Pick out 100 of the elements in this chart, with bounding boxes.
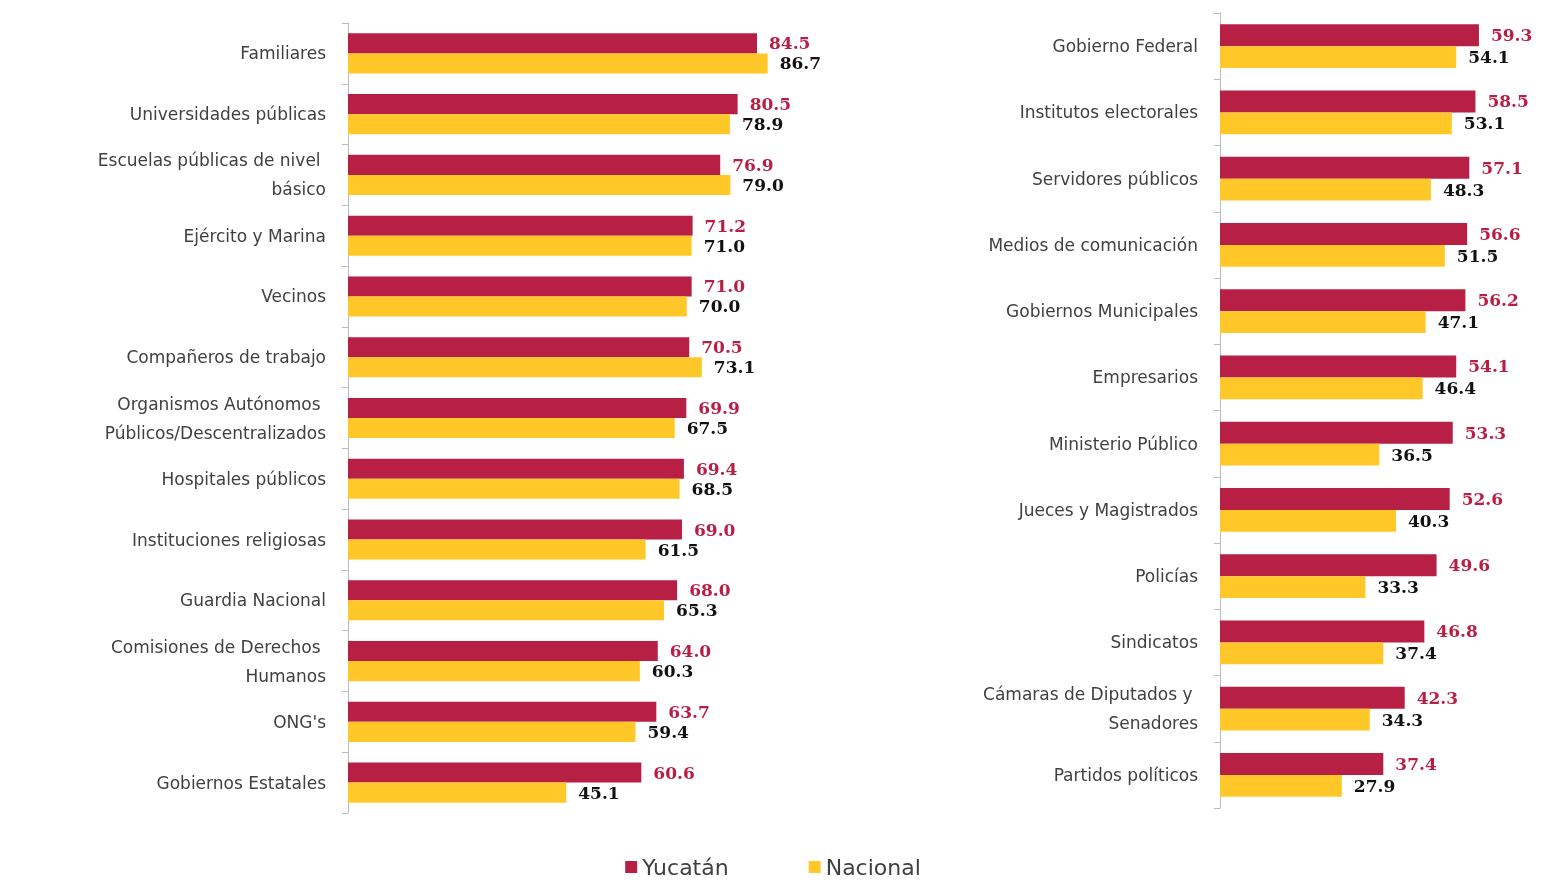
bar [1220, 178, 1431, 201]
bar [348, 519, 682, 540]
data-label: 56.6 [1479, 223, 1521, 244]
bar [348, 357, 702, 378]
y-tick-label: Gobiernos Estatales [156, 772, 327, 793]
data-label: 71.2 [704, 215, 747, 236]
y-tick-label: Institutos electorales [1019, 102, 1199, 123]
data-label: 48.3 [1442, 179, 1485, 200]
data-label: 69.0 [693, 519, 736, 540]
data-label: 42.3 [1416, 687, 1459, 708]
y-tick-label: Servidores públicos [1032, 168, 1199, 189]
data-label: 49.6 [1448, 555, 1490, 576]
bar [348, 276, 692, 297]
bar [348, 478, 680, 499]
y-tick-label: Ejército y Marina [183, 225, 326, 246]
y-tick-label: Sindicatos [1110, 632, 1199, 653]
data-label: 46.8 [1436, 621, 1478, 642]
data-label: 78.9 [741, 114, 784, 135]
data-label: 46.4 [1434, 378, 1477, 399]
y-tick-label: Hospitales públicos [161, 468, 327, 489]
data-label: 71.0 [703, 235, 746, 256]
data-label: 73.1 [713, 357, 756, 378]
data-label: 53.1 [1463, 113, 1506, 134]
bar [1220, 753, 1384, 775]
bar [348, 296, 687, 317]
bar [348, 397, 687, 418]
bar [348, 174, 731, 195]
bar [1220, 112, 1452, 135]
data-label: 86.7 [779, 53, 822, 74]
bar [348, 235, 692, 256]
bar [1220, 90, 1476, 113]
bar [1220, 708, 1370, 731]
data-label: 70.0 [698, 296, 741, 317]
bar [348, 53, 768, 74]
bar [1220, 686, 1405, 709]
bar [348, 33, 757, 54]
y-tick-label: Medios de comunicación [988, 234, 1198, 255]
data-label: 59.4 [647, 721, 690, 742]
bar [1220, 24, 1479, 47]
data-label: 61.5 [657, 539, 700, 560]
data-label: 64.0 [669, 641, 712, 662]
bar [348, 114, 730, 135]
bar [1220, 46, 1457, 68]
bar [348, 94, 738, 115]
data-label: 45.1 [578, 782, 620, 803]
y-tick-label: Ministerio Público [1048, 433, 1198, 454]
y-tick-label: Gobiernos Municipales [1006, 301, 1199, 322]
bar [1220, 244, 1445, 267]
data-label: 67.5 [686, 418, 729, 439]
bar [348, 215, 693, 236]
bar [348, 600, 665, 621]
y-tick-label: Partidos políticos [1053, 764, 1199, 785]
data-label: 65.3 [676, 600, 718, 621]
bar [1220, 554, 1437, 577]
bar [1220, 223, 1468, 245]
y-tick-label: Organismos Autónomos Públicos/Descentralizados [104, 393, 327, 443]
bar [1220, 774, 1342, 797]
y-tick-label: Gobierno Federal [1052, 36, 1198, 57]
data-label: 40.3 [1407, 510, 1450, 531]
data-label: 69.9 [698, 397, 740, 418]
y-tick-label: Jueces y Magistrados [1017, 499, 1199, 520]
legend-label: Yucatán [641, 854, 729, 880]
y-tick-label: Guardia Nacional [180, 590, 326, 611]
data-label: 33.3 [1377, 577, 1419, 598]
bar [1220, 421, 1453, 444]
data-label: 36.5 [1391, 444, 1433, 465]
bar [1220, 377, 1423, 400]
data-label: 71.0 [703, 276, 746, 297]
bar [348, 154, 721, 175]
bar [348, 337, 690, 358]
bar [348, 418, 675, 439]
bar [348, 661, 640, 682]
bar [348, 641, 658, 662]
bar [1220, 311, 1426, 333]
bar [348, 721, 636, 742]
data-label: 58.5 [1487, 91, 1529, 112]
data-label: 56.2 [1477, 290, 1519, 311]
y-tick-label: Instituciones religiosas [131, 529, 327, 550]
bar [348, 580, 678, 601]
y-tick-label: Compañeros de trabajo [126, 347, 326, 368]
bar [348, 782, 567, 803]
bar [348, 539, 646, 560]
data-label: 52.6 [1461, 488, 1504, 509]
data-label: 51.5 [1456, 245, 1499, 266]
data-label: 37.4 [1395, 753, 1437, 774]
bar [1220, 355, 1457, 378]
data-label: 60.3 [651, 661, 694, 682]
y-tick-label: Policías [1135, 566, 1199, 587]
data-label: 53.3 [1464, 422, 1507, 443]
bar [1220, 509, 1396, 532]
data-label: 63.7 [668, 701, 710, 722]
y-tick-label: Comisiones de Derechos Humanos [110, 636, 327, 686]
data-label: 54.1 [1468, 47, 1510, 68]
y-tick-label: Escuelas públicas de nivel básico [97, 150, 326, 200]
bar [1220, 642, 1384, 665]
data-label: 27.9 [1353, 775, 1396, 796]
bar [348, 762, 642, 783]
bar [1220, 156, 1470, 179]
data-label: 69.4 [695, 458, 738, 479]
data-label: 79.0 [742, 174, 784, 195]
